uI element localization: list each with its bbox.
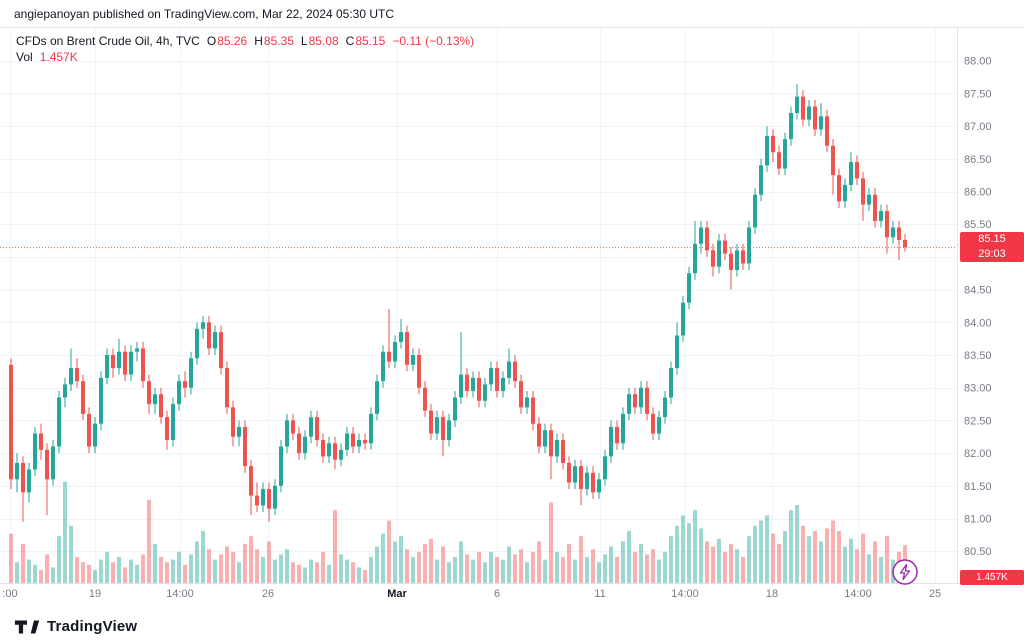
flash-icon-button[interactable] — [891, 558, 919, 586]
open-label: O — [206, 34, 217, 48]
svg-text:26: 26 — [262, 588, 274, 600]
svg-text:Mar: Mar — [387, 588, 407, 600]
svg-text:83.50: 83.50 — [964, 350, 992, 362]
bar-countdown: 29:03 — [978, 248, 1006, 260]
axis-borders — [0, 28, 1024, 584]
volume-axis-badge: 1.457K — [960, 570, 1024, 585]
brand-name[interactable]: TradingView — [47, 618, 138, 635]
high-value: 85.35 — [263, 34, 294, 48]
svg-text:88.00: 88.00 — [964, 56, 992, 68]
svg-text:14:00: 14:00 — [844, 588, 872, 600]
svg-text:80.50: 80.50 — [964, 546, 992, 558]
svg-text:84.50: 84.50 — [964, 285, 992, 297]
footer: TradingView — [14, 618, 137, 635]
svg-text:86.50: 86.50 — [964, 154, 992, 166]
svg-text:85.50: 85.50 — [964, 219, 992, 231]
svg-text:14:00: 14:00 — [671, 588, 699, 600]
svg-text:82.50: 82.50 — [964, 415, 992, 427]
svg-text:84.00: 84.00 — [964, 317, 992, 329]
svg-text:6: 6 — [494, 588, 500, 600]
legend-volume-row: Vol 1.457K — [16, 49, 474, 65]
price-axis-labels[interactable]: 80.50 81.00 81.50 82.00 82.50 83.00 83.50 84.00… — [964, 56, 992, 559]
time-axis-labels[interactable]: :00 19 14:00 26 Mar 6 11 14:00 18 14:00 25 — [2, 588, 941, 600]
svg-text:25: 25 — [929, 588, 941, 600]
svg-text:19: 19 — [89, 588, 101, 600]
high-field: H85.35 — [254, 33, 294, 49]
change-value: −0.11 (−0.13%) — [392, 34, 475, 48]
tradingview-logo-icon[interactable] — [14, 619, 40, 635]
low-field: L85.08 — [301, 33, 339, 49]
attribution-text: angiepanoyan published on TradingView.co… — [14, 6, 395, 21]
low-label: L — [300, 34, 308, 48]
svg-text:81.00: 81.00 — [964, 514, 992, 526]
symbol-legend: CFDs on Brent Crude Oil, 4h, TVC O85.26 … — [16, 33, 474, 65]
close-field: C85.15 — [346, 33, 386, 49]
volume-value: 1.457K — [39, 50, 78, 64]
svg-text:11: 11 — [594, 588, 605, 600]
volume-bars-layer — [9, 481, 907, 583]
svg-text:82.00: 82.00 — [964, 448, 992, 460]
svg-text:18: 18 — [766, 588, 778, 600]
low-value: 85.08 — [308, 34, 339, 48]
legend-ohlc-row: CFDs on Brent Crude Oil, 4h, TVC O85.26 … — [16, 33, 474, 49]
last-price-badge: 85.15 29:03 — [960, 232, 1024, 262]
symbol-title: CFDs on Brent Crude Oil, 4h, TVC — [16, 34, 200, 48]
candles-layer — [9, 83, 907, 522]
svg-text:14:00: 14:00 — [166, 588, 194, 600]
close-value: 85.15 — [355, 34, 386, 48]
close-label: C — [345, 34, 355, 48]
high-label: H — [254, 34, 263, 48]
open-field: O85.26 — [207, 33, 247, 49]
svg-text:87.50: 87.50 — [964, 88, 992, 100]
lightning-icon — [892, 559, 918, 585]
svg-text:86.00: 86.00 — [964, 187, 992, 199]
open-value: 85.26 — [217, 34, 248, 48]
last-price-value: 85.15 — [978, 233, 1006, 245]
svg-text:87.00: 87.00 — [964, 121, 992, 133]
svg-text:83.00: 83.00 — [964, 383, 992, 395]
svg-text::00: :00 — [2, 588, 17, 600]
attribution-bar: angiepanoyan published on TradingView.co… — [0, 0, 1024, 28]
svg-text:81.50: 81.50 — [964, 481, 992, 493]
volume-label: Vol — [16, 50, 33, 64]
